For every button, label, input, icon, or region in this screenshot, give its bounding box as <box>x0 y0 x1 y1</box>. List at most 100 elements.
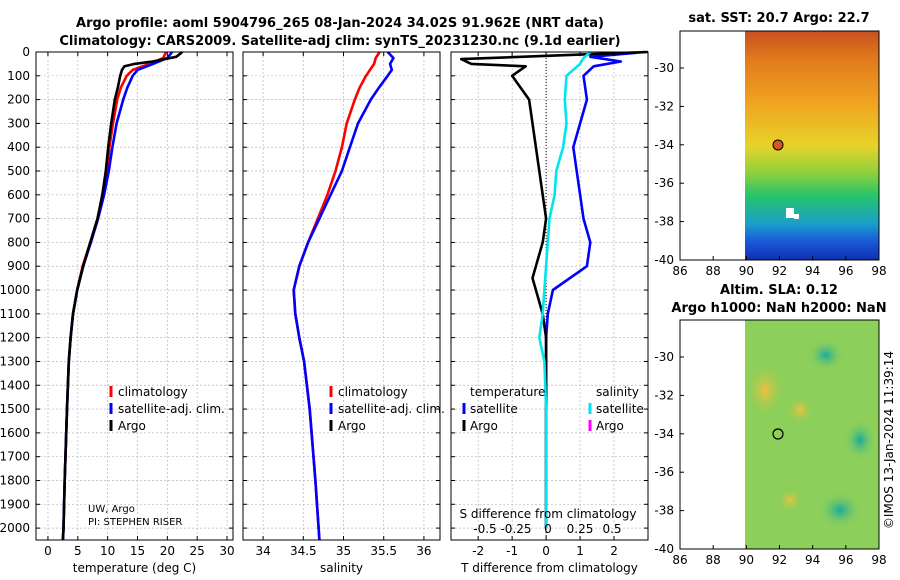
sla-argo-location-marker <box>772 428 784 440</box>
diff-top-tick-label: 0.25 <box>567 522 594 536</box>
sal-legend-argo-label: Argo <box>338 419 366 433</box>
map-lon-tick-label: 94 <box>805 553 820 567</box>
sst-argo-location-marker <box>772 139 784 151</box>
map-lon-tick-label: 98 <box>871 553 886 567</box>
differences-series-s-satellite <box>537 51 592 529</box>
differences-xlabel: T difference from climatology <box>460 561 638 575</box>
difference-legend: temperature salinity satellite Argo sate… <box>462 385 644 433</box>
title-line-1: Argo profile: aoml 5904796_265 08-Jan-20… <box>76 16 604 31</box>
diff-top-ticks: -0.5 -0.25 0 0.25 0.5 <box>473 522 621 536</box>
map-lon-tick-label: 94 <box>805 264 820 278</box>
depth-tick-label: 500 <box>7 164 30 178</box>
diff-legend-s-argo-label: Argo <box>596 419 624 433</box>
diff-legend-t-sat-label: satellite <box>470 402 518 416</box>
map-lat-tick-label: -40 <box>654 542 674 556</box>
depth-tick-label: 1000 <box>0 283 30 297</box>
differences-xtick-label: 1 <box>576 544 584 558</box>
sst-map-axes: 86 88 90 92 94 96 98 -30 -32 -34 -36 -38 -40 <box>654 61 886 278</box>
sst-map-title: sat. SST: 20.7 Argo: 22.7 <box>688 11 869 26</box>
salinity-xtick-label: 35.5 <box>370 544 397 558</box>
temperature-xtick-label: 0 <box>44 544 52 558</box>
depth-tick-label: 900 <box>7 259 30 273</box>
differences-xtick-label: -2 <box>472 544 484 558</box>
diff-top-axis-label: S difference from climatology <box>460 507 637 521</box>
differences-xtick-label: 0 <box>542 544 550 558</box>
temperature-panel: 0 5 10 15 20 25 300100200300400500600700800900… <box>0 45 235 575</box>
depth-tick-label: 400 <box>7 140 30 154</box>
map-lon-tick-label: 92 <box>772 553 787 567</box>
depth-tick-label: 200 <box>7 93 30 107</box>
map-lat-tick-label: -34 <box>654 138 674 152</box>
salinity-legend: climatology satellite-adj. clim. Argo <box>329 385 445 433</box>
depth-tick-label: 1700 <box>0 450 30 464</box>
temperature-xtick-label: 25 <box>190 544 205 558</box>
map-lon-tick-label: 96 <box>838 553 853 567</box>
sst-map <box>679 30 880 261</box>
sal-legend-satellite-label: satellite-adj. clim. <box>338 402 445 416</box>
sst-field <box>745 31 879 260</box>
depth-tick-label: 1600 <box>0 426 30 440</box>
depth-tick-label: 1800 <box>0 473 30 487</box>
depth-tick-label: 100 <box>7 69 30 83</box>
map-lon-tick-label: 92 <box>772 264 787 278</box>
diff-legend-s-sat-label: satellite <box>596 402 644 416</box>
salinity-xtick-label: 35 <box>336 544 351 558</box>
diff-legend-temperature-title: temperature <box>470 385 545 399</box>
legend-satellite-label: satellite-adj. clim. <box>118 402 225 416</box>
temperature-series-satellite-adj-clim- <box>61 51 174 541</box>
map-lat-tick-label: -32 <box>654 388 674 402</box>
differences-xtick-label: 2 <box>610 544 618 558</box>
diff-top-tick-label: 0 <box>544 522 552 536</box>
depth-tick-label: 0 <box>22 45 30 59</box>
map-lat-tick-label: -38 <box>654 504 674 518</box>
temperature-legend: climatology satellite-adj. clim. Argo <box>109 385 225 433</box>
depth-tick-label: 2000 <box>0 521 30 535</box>
diff-legend-t-argo-label: Argo <box>470 419 498 433</box>
depth-tick-label: 1300 <box>0 354 30 368</box>
salinity-series-climatology <box>292 51 381 541</box>
depth-tick-label: 800 <box>7 235 30 249</box>
sal-legend-climatology-label: climatology <box>338 385 408 399</box>
map-lat-tick-label: -30 <box>654 350 674 364</box>
temperature-xlabel: temperature (deg C) <box>73 561 196 575</box>
legend-argo-label: Argo <box>118 419 146 433</box>
map-lat-tick-label: -36 <box>654 465 674 479</box>
salinity-series-satellite-adj-clim- <box>292 51 395 541</box>
depth-tick-label: 1500 <box>0 402 30 416</box>
map-lat-tick-label: -40 <box>654 253 674 267</box>
difference-panel: -2 -1 0 1 2 T difference from climatology <box>450 50 649 575</box>
map-lon-tick-label: 86 <box>672 264 687 278</box>
temperature-xtick-label: 20 <box>160 544 175 558</box>
depth-tick-label: 1400 <box>0 378 30 392</box>
title-line-2: Climatology: CARS2009. Satellite-adj cli… <box>59 34 620 49</box>
depth-tick-label: 300 <box>7 116 30 130</box>
diff-top-tick-label: -0.25 <box>500 522 531 536</box>
depth-tick-label: 700 <box>7 212 30 226</box>
depth-tick-label: 1100 <box>0 307 30 321</box>
salinity-panel: 34 34.5 35 35.5 36 salinity <box>242 51 441 575</box>
diff-legend-salinity-title: salinity <box>596 385 639 399</box>
depth-tick-label: 1200 <box>0 331 30 345</box>
legend-climatology-label: climatology <box>118 385 188 399</box>
differences-xtick-label: -1 <box>506 544 518 558</box>
salinity-xtick-label: 34 <box>255 544 270 558</box>
temperature-series-argo <box>61 50 184 541</box>
credit-line-2: PI: STEPHEN RISER <box>88 517 182 528</box>
map-lon-tick-label: 90 <box>739 553 754 567</box>
diff-top-tick-label: -0.5 <box>473 522 496 536</box>
temperature-series-climatology <box>61 51 168 541</box>
temperature-xtick-label: 15 <box>130 544 145 558</box>
differences-series-t-satellite <box>544 50 645 529</box>
map-lat-tick-label: -34 <box>654 427 674 441</box>
timestamp: ©IMOS 13-Jan-2024 11:39:14 <box>882 351 896 529</box>
map-lat-tick-label: -30 <box>654 61 674 75</box>
map-lon-tick-label: 96 <box>838 264 853 278</box>
map-lat-tick-label: -32 <box>654 99 674 113</box>
credit-line-1: UW, Argo <box>88 504 135 515</box>
map-lat-tick-label: -36 <box>654 176 674 190</box>
diff-top-tick-label: 0.5 <box>602 522 621 536</box>
sla-map-axes: 86 88 90 92 94 96 98 -30 -32 -34 -36 -38 -40 <box>654 350 886 567</box>
salinity-xtick-label: 34.5 <box>290 544 317 558</box>
salinity-xtick-label: 36 <box>416 544 431 558</box>
